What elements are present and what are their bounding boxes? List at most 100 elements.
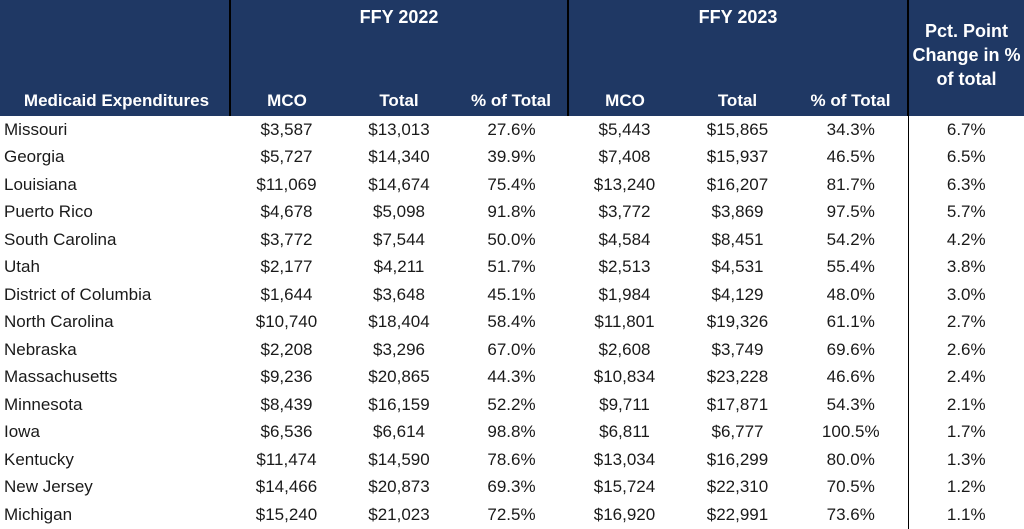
table-row: New Jersey $14,466 $20,873 69.3% $15,724 $22,… [0, 473, 1024, 501]
col-header-total-2022: Total [343, 34, 455, 116]
mco-2023-cell: $10,834 [593, 367, 656, 387]
change-header-line-1: Pct. Point [924, 21, 1008, 41]
total-2022-cell: $16,159 [368, 394, 430, 414]
pct-of-total-2023-cell: 73.6% [826, 504, 875, 524]
table-row: Missouri $3,587 $13,013 27.6% $5,443 $15,865 3… [0, 116, 1024, 144]
total-2023-cell: $15,865 [706, 119, 769, 139]
state-cell: Louisiana [4, 174, 77, 194]
pct-of-total-2022-cell: 45.1% [487, 284, 536, 304]
total-2023-cell: $4,531 [711, 257, 764, 277]
total-2023-cell: $15,937 [706, 147, 769, 167]
mco-2022-cell: $1,644 [260, 284, 313, 304]
total-2023-cell: $4,129 [711, 284, 764, 304]
table-row: South Carolina $3,772 $7,544 50.0% $4,584 $8,… [0, 226, 1024, 254]
state-cell: Iowa [4, 422, 40, 442]
table-row: Iowa $6,536 $6,614 98.8% $6,811 $6,777 100.5% 1… [0, 418, 1024, 446]
pct-point-change-cell: 3.0% [907, 281, 1024, 309]
mco-2023-cell: $15,724 [593, 477, 656, 497]
mco-2022-cell: $10,740 [255, 312, 318, 332]
change-header-line-2: Change in % [912, 45, 1021, 65]
total-2022-cell: $13,013 [368, 119, 430, 139]
pct-point-change-cell: 6.3% [907, 171, 1024, 199]
mco-2023-cell: $13,240 [593, 174, 656, 194]
pct-point-change-cell: 1.1% [907, 501, 1024, 529]
mco-2023-cell: $7,408 [598, 147, 651, 167]
state-cell: Minnesota [4, 394, 83, 414]
pct-of-total-2023-cell: 54.2% [826, 229, 875, 249]
total-2022-cell: $3,648 [373, 284, 425, 304]
mco-2023-cell: $6,811 [599, 422, 650, 442]
pct-of-total-2022-cell: 67.0% [487, 339, 536, 359]
group-header-ffy-2022: FFY 2022 [229, 0, 568, 34]
pct-of-total-2023-cell: 55.4% [826, 257, 875, 277]
pct-of-total-2023-cell: 81.7% [826, 174, 875, 194]
group-header-ffy-2023: FFY 2023 [567, 0, 908, 34]
pct-of-total-2022-cell: 51.7% [487, 257, 536, 277]
state-cell: Michigan [4, 504, 73, 524]
mco-2023-cell: $13,034 [593, 449, 656, 469]
table-body: Missouri $3,587 $13,013 27.6% $5,443 $15,865 3… [0, 116, 1024, 529]
total-2023-cell: $8,451 [711, 229, 764, 249]
table-row: Massachusetts $9,236 $20,865 44.3% $10,834 $2… [0, 363, 1024, 391]
mco-2022-cell: $9,236 [260, 367, 313, 387]
mco-2022-cell: $14,466 [255, 477, 318, 497]
pct-of-total-2022-cell: 27.6% [487, 119, 536, 139]
total-2023-cell: $6,777 [711, 422, 764, 442]
mco-2023-cell: $11,801 [594, 312, 655, 332]
total-2023-cell: $17,871 [706, 394, 769, 414]
table-row: Michigan $15,240 $21,023 72.5% $16,920 $22,99… [0, 501, 1024, 529]
mco-2023-cell: $2,608 [598, 339, 651, 359]
pct-of-total-2022-cell: 39.9% [487, 147, 536, 167]
mco-2023-cell: $3,772 [598, 202, 651, 222]
pct-of-total-2023-cell: 61.1% [826, 312, 875, 332]
pct-of-total-2022-cell: 72.5% [487, 504, 536, 524]
pct-of-total-2022-cell: 50.0% [487, 229, 536, 249]
table-row: North Carolina $10,740 $18,404 58.4% $11,801… [0, 308, 1024, 336]
pct-of-total-2023-cell: 46.5% [826, 147, 875, 167]
pct-of-total-2023-cell: 46.6% [826, 367, 875, 387]
table-row: Georgia $5,727 $14,340 39.9% $7,408 $15,937 46… [0, 143, 1024, 171]
pct-point-change-cell: 2.6% [907, 336, 1024, 364]
corner-cell [0, 0, 230, 34]
change-header-line-3: of total [936, 69, 997, 89]
sub-header-row: Medicaid Expenditures MCO Total % of Tot… [0, 34, 1024, 116]
pct-point-change-cell: 5.7% [907, 198, 1024, 226]
pct-point-change-cell: 1.2% [907, 473, 1024, 501]
group-header-row: FFY 2022 FFY 2023 Pct. Point Change in %… [0, 0, 1024, 116]
mco-2023-cell: $9,711 [599, 394, 650, 414]
pct-of-total-2023-cell: 100.5% [821, 422, 880, 442]
pct-of-total-2023-cell: 54.3% [826, 394, 875, 414]
mco-2023-cell: $1,984 [598, 284, 651, 304]
row-header-medicaid-expenditures: Medicaid Expenditures [0, 34, 230, 116]
pct-of-total-2022-cell: 69.3% [487, 477, 536, 497]
mco-2022-cell: $6,536 [260, 422, 313, 442]
total-2022-cell: $6,614 [373, 422, 425, 442]
state-cell: District of Columbia [4, 284, 152, 304]
pct-point-change-cell: 4.2% [907, 226, 1024, 254]
pct-point-change-cell: 2.4% [907, 363, 1024, 391]
total-2022-cell: $7,544 [373, 229, 425, 249]
mco-2022-cell: $15,240 [255, 504, 318, 524]
total-2022-cell: $4,211 [373, 257, 425, 277]
change-column-header: Pct. Point Change in % of total [907, 0, 1024, 116]
mco-2022-cell: $8,439 [260, 394, 313, 414]
total-2023-cell: $23,228 [706, 367, 769, 387]
pct-of-total-2022-cell: 98.8% [487, 422, 536, 442]
state-cell: Georgia [4, 147, 65, 167]
mco-2023-cell: $16,920 [593, 504, 656, 524]
pct-of-total-2022-cell: 44.3% [487, 367, 536, 387]
total-2023-cell: $3,869 [711, 202, 764, 222]
mco-2023-cell: $2,513 [598, 257, 651, 277]
pct-of-total-2022-cell: 78.6% [487, 449, 536, 469]
total-2022-cell: $3,296 [373, 339, 425, 359]
pct-point-change-cell: 2.1% [907, 391, 1024, 419]
state-cell: North Carolina [4, 312, 114, 332]
total-2023-cell: $16,207 [706, 174, 769, 194]
mco-2022-cell: $5,727 [260, 147, 313, 167]
table-row: Minnesota $8,439 $16,159 52.2% $9,711 $17,871… [0, 391, 1024, 419]
col-header-pct-of-total-2022: % of Total [455, 34, 568, 116]
pct-point-change-cell: 6.7% [907, 116, 1024, 144]
table-header: FFY 2022 FFY 2023 Pct. Point Change in %… [0, 0, 1024, 116]
pct-of-total-2023-cell: 70.5% [826, 477, 875, 497]
